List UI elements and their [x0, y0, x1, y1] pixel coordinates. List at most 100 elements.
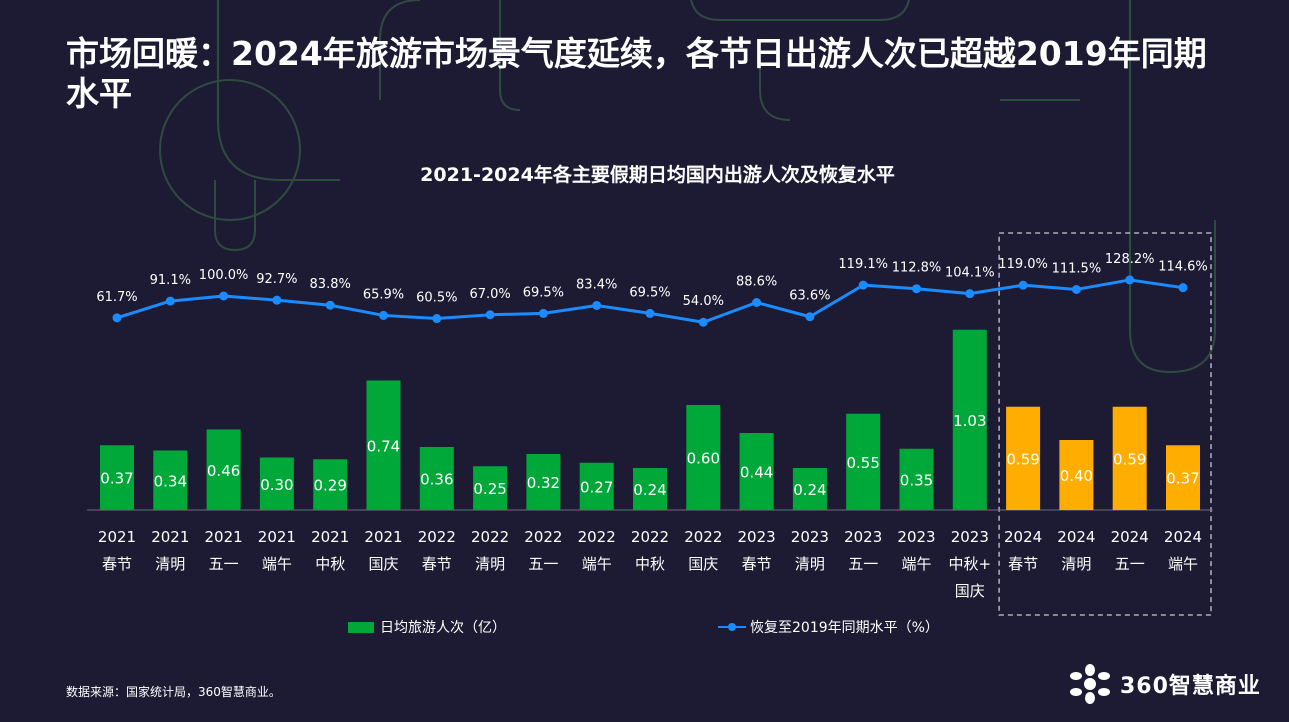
- bar-value-label: 0.35: [900, 471, 933, 489]
- legend: 日均旅游人次（亿） 恢复至2019年同期水平（%）: [0, 617, 1289, 639]
- bar: [739, 433, 774, 510]
- line-value-label: 91.1%: [150, 273, 191, 288]
- legend-line-label: 恢复至2019年同期水平（%）: [750, 620, 939, 636]
- line-point: [645, 308, 655, 318]
- bar: [792, 468, 827, 510]
- x-tick-label: 国庆: [955, 582, 985, 600]
- bar-value-label: 0.36: [420, 471, 453, 489]
- line-value-label: 114.6%: [1158, 260, 1208, 275]
- bar: [206, 429, 241, 510]
- x-tick-label: 国庆: [368, 555, 398, 573]
- line-point: [1071, 284, 1081, 294]
- line-value-label: 119.0%: [998, 257, 1048, 272]
- line-value-label: 69.5%: [629, 285, 670, 300]
- bar-value-label: 1.03: [953, 412, 986, 430]
- bar: [313, 459, 348, 510]
- line-point: [1178, 283, 1188, 293]
- x-tick-label: 清明: [475, 555, 505, 573]
- x-tick-label: 2023: [791, 528, 829, 546]
- bar-value-label: 0.34: [154, 472, 187, 490]
- line-value-label: 92.7%: [256, 272, 297, 287]
- legend-bar-label: 日均旅游人次（亿）: [380, 620, 506, 636]
- legend-item-bar[interactable]: 日均旅游人次（亿）: [348, 617, 506, 637]
- x-tick-label: 2021: [311, 528, 349, 546]
- bar: [846, 413, 881, 510]
- bar-value-label: 0.74: [367, 437, 400, 455]
- line-value-label: 67.0%: [469, 287, 510, 302]
- chart-title: 2021-2024年各主要假期日均国内出游人次及恢复水平: [420, 164, 895, 186]
- bar-value-label: 0.44: [740, 464, 773, 482]
- line-point: [1125, 275, 1135, 285]
- x-tick-label: 清明: [795, 555, 825, 573]
- line-point: [432, 314, 442, 324]
- line-value-label: 100.0%: [199, 268, 249, 283]
- bar: [473, 466, 508, 510]
- x-tick-label: 2024: [1004, 528, 1042, 546]
- x-tick-label: 2023: [844, 528, 882, 546]
- x-tick-label: 2023: [897, 528, 935, 546]
- x-tick-label: 五一: [1115, 555, 1145, 573]
- line-point: [592, 300, 602, 310]
- line-point: [538, 308, 548, 318]
- bar-value-label: 0.55: [846, 454, 879, 472]
- bar-value-label: 0.40: [1060, 467, 1093, 485]
- x-tick-label: 2021: [258, 528, 296, 546]
- x-tick-label: 2023: [738, 528, 776, 546]
- x-tick-label: 国庆: [688, 555, 718, 573]
- line-value-label: 83.8%: [310, 277, 351, 292]
- line-value-label: 128.2%: [1105, 252, 1155, 267]
- x-tick-label: 2022: [524, 528, 562, 546]
- bar: [526, 454, 561, 510]
- x-tick-label: 2021: [205, 528, 243, 546]
- x-tick-label: 2021: [364, 528, 402, 546]
- line-value-label: 69.5%: [523, 285, 564, 300]
- line-point: [805, 312, 815, 322]
- x-tick-label: 春节: [422, 555, 452, 573]
- line-point: [698, 317, 708, 327]
- x-tick-label: 春节: [102, 555, 132, 573]
- x-tick-label: 端午: [1168, 555, 1198, 573]
- line-point: [485, 310, 495, 320]
- x-tick-label: 五一: [528, 555, 558, 573]
- line-point: [112, 313, 122, 323]
- bar: [899, 448, 934, 510]
- line-value-label: 54.0%: [683, 294, 724, 309]
- data-source-note: 数据来源：国家统计局，360智慧商业。: [66, 685, 281, 699]
- bar-value-label: 0.29: [313, 477, 346, 495]
- x-tick-label: 2022: [631, 528, 669, 546]
- bar-value-label: 0.46: [207, 462, 240, 480]
- legend-item-line[interactable]: 恢复至2019年同期水平（%）: [718, 617, 939, 637]
- line-value-label: 88.6%: [736, 274, 777, 289]
- line-point: [272, 295, 282, 305]
- line-point: [165, 296, 175, 306]
- x-tick-label: 2024: [1111, 528, 1149, 546]
- bar-value-label: 0.25: [473, 480, 506, 498]
- line-point: [219, 291, 229, 301]
- bar-value-label: 0.32: [527, 474, 560, 492]
- x-tick-label: 端午: [901, 555, 931, 573]
- bar: [259, 457, 294, 510]
- bar-value-label: 0.60: [687, 450, 720, 468]
- bar: [153, 450, 188, 510]
- x-tick-label: 2021: [98, 528, 136, 546]
- line-value-label: 65.9%: [363, 287, 404, 302]
- line-value-label: 63.6%: [789, 289, 830, 304]
- bar: [1112, 406, 1147, 510]
- line-point: [1018, 280, 1028, 290]
- x-tick-label: 端午: [262, 555, 292, 573]
- x-tick-label: 端午: [582, 555, 612, 573]
- bar: [579, 462, 614, 510]
- x-tick-label: 五一: [209, 555, 239, 573]
- line-value-label: 60.5%: [416, 291, 457, 306]
- bar: [1059, 440, 1094, 510]
- line-point: [965, 289, 975, 299]
- legend-bar-swatch: [348, 621, 374, 633]
- bar: [633, 468, 667, 510]
- line-value-label: 61.7%: [96, 290, 137, 305]
- legend-line-swatch: [718, 621, 746, 633]
- x-tick-label: 2021: [151, 528, 189, 546]
- line-point: [379, 310, 388, 320]
- x-tick-label: 2022: [418, 528, 456, 546]
